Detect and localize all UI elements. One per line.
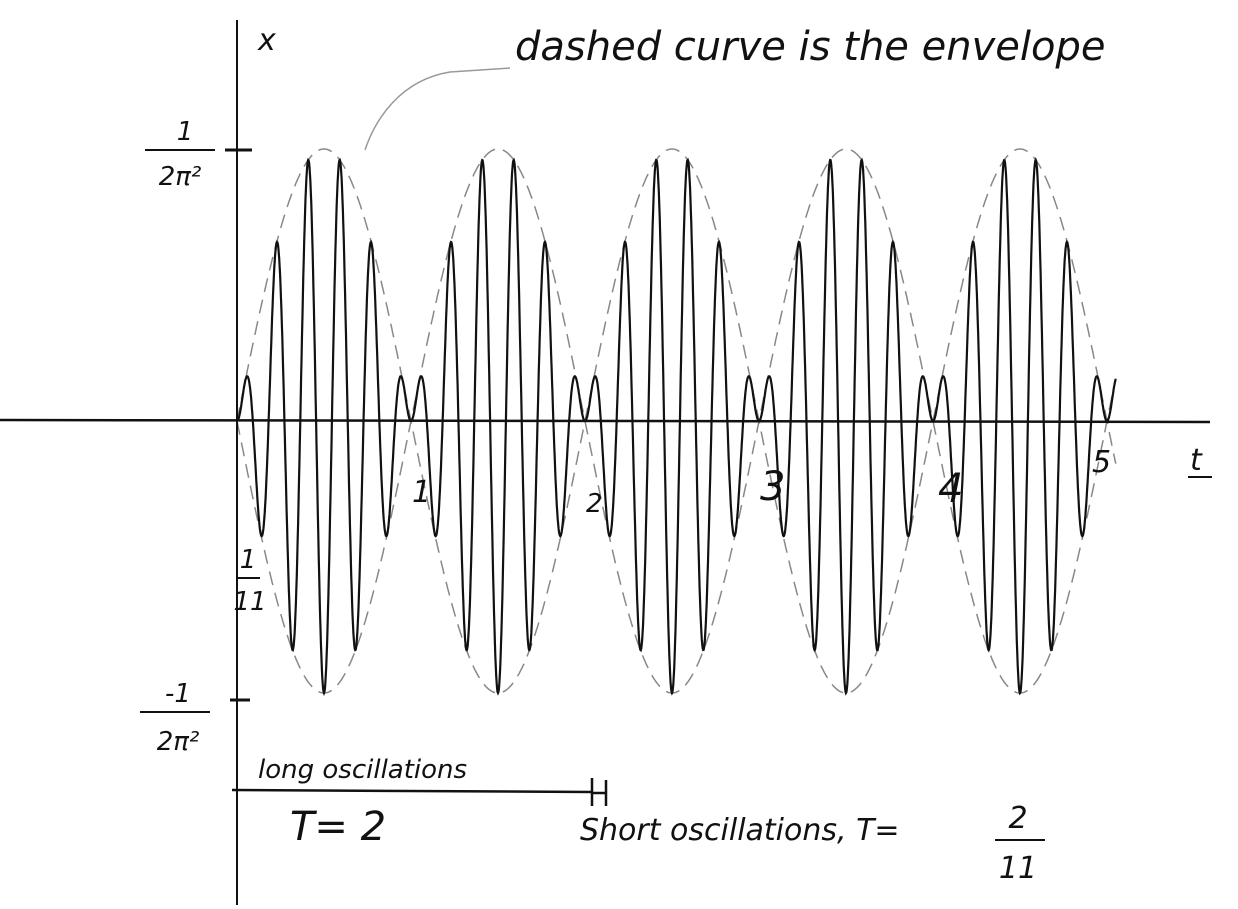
t-tick-label: 2 — [586, 489, 603, 519]
leader-line — [365, 68, 510, 150]
short-period-denominator: 11 — [999, 851, 1037, 886]
short-period-numerator: 2 — [1008, 801, 1027, 836]
long-period: T= 2 — [290, 804, 386, 850]
short-period-mark — [592, 778, 606, 806]
y-tick-denominator: 2π² — [157, 727, 200, 757]
short-note: Short oscillations, T= — [580, 813, 900, 848]
y-tick-numerator: 1 — [177, 117, 194, 147]
period-line — [232, 790, 592, 792]
short-mark-numerator: 1 — [240, 545, 257, 575]
envelope-upper — [237, 149, 1116, 421]
oscillation — [237, 160, 1116, 693]
long-note: long oscillations — [258, 755, 467, 785]
diagram: x t dashed curve is the envelope 1 2π² -… — [0, 0, 1238, 909]
t-tick-label: 1 — [412, 475, 431, 510]
t-tick-label: 4 — [938, 466, 963, 512]
x-axis-label: t — [1190, 443, 1203, 478]
y-tick-denominator: 2π² — [159, 162, 202, 192]
t-tick-label: 3 — [760, 464, 785, 510]
annotation: dashed curve is the envelope — [515, 24, 1105, 70]
y-tick-numerator: -1 — [165, 679, 191, 709]
t-tick-label: 5 — [1092, 445, 1111, 480]
short-mark-denominator: 11 — [233, 587, 266, 617]
y-axis-label: x — [257, 23, 276, 58]
page: {"axes": {"y_label": "x", "x_label": "t"… — [0, 0, 1238, 909]
